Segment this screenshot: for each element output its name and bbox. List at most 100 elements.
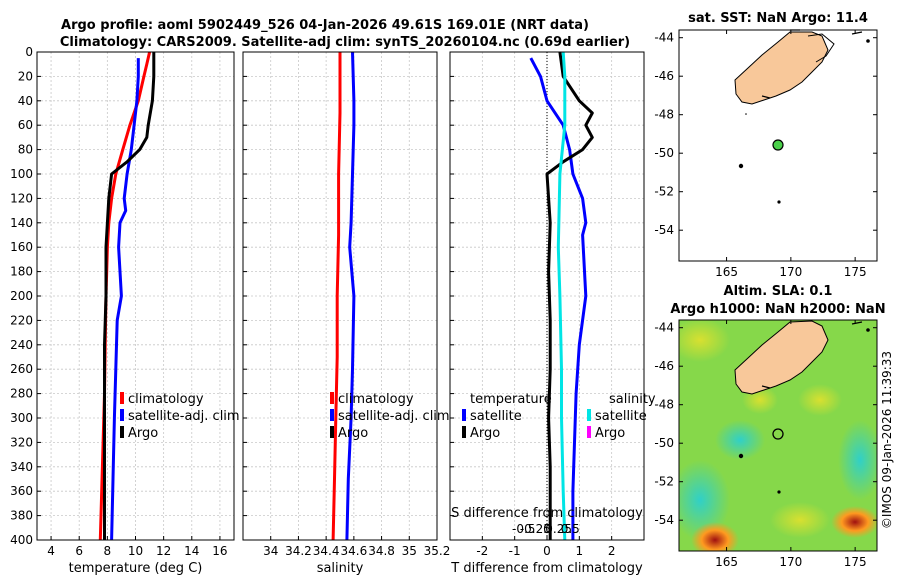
s-diff-tick-label: 0.5 (561, 522, 580, 536)
legend-label: climatology (128, 392, 204, 407)
x-tick-label: 2 (608, 544, 616, 558)
sla-island-dot (866, 328, 870, 332)
x-tick-label: 35 (402, 544, 417, 558)
x-tick-label: 16 (212, 544, 227, 558)
legend-label: Argo (128, 426, 158, 441)
legend-swatch (120, 426, 124, 438)
sst-sst-contour (807, 33, 835, 63)
x-tick-label: 10 (128, 544, 143, 558)
legend-swatch (462, 409, 466, 421)
legend-label: satellite-adj. clim (338, 409, 450, 424)
sla-map-title1: Altim. SLA: 0.1 (724, 284, 833, 299)
s-diff-tick-label: 0 (543, 522, 551, 536)
map-x-tick-label: 175 (844, 555, 867, 569)
s-diff-tick-label: 0.25 (545, 522, 572, 536)
legend-swatch (330, 409, 334, 421)
map-x-tick-label: 165 (715, 265, 738, 279)
series-line-climatology (331, 52, 342, 541)
s-diff-tick-label: -0.5 (512, 522, 535, 536)
x-tick-label: 34.4 (313, 544, 340, 558)
y-tick-label: 340 (10, 460, 33, 474)
sst-island-auckland (738, 163, 744, 169)
x-tick-label: 6 (75, 544, 83, 558)
y-tick-label: 100 (10, 167, 33, 181)
map-y-tick-label: -50 (654, 146, 674, 160)
legend-label: Argo (470, 426, 500, 441)
x-tick-label: 8 (104, 544, 112, 558)
y-tick-label: 300 (10, 411, 33, 425)
temperature-panel: 4 6 8 10 12 14 16 temperature (deg C) 0 20 40 60 80 1… (10, 45, 240, 576)
y-tick-label: 160 (10, 240, 33, 254)
x-tick-label: 34 (263, 544, 278, 558)
map-x-tick-label: 170 (779, 555, 802, 569)
map-y-tick-label: -46 (654, 359, 674, 373)
series-line-s-satellite (556, 51, 567, 541)
y-tick-label: 320 (10, 435, 33, 449)
map-y-tick-label: -48 (654, 398, 674, 412)
sla-land-south-island (734, 320, 829, 395)
sst-map-title: sat. SST: NaN Argo: 11.4 (688, 11, 868, 26)
x-tick-label: 34.8 (368, 544, 395, 558)
y-tick-label: 200 (10, 289, 33, 303)
legend-label: Argo (338, 426, 368, 441)
x-tick-label: 34.6 (340, 544, 367, 558)
legend-swatch (120, 392, 124, 404)
sla-island-auckland (738, 453, 744, 459)
map-y-tick-label: -52 (654, 475, 674, 489)
legend-swatch (462, 426, 466, 438)
legend-swatch (330, 392, 334, 404)
s-diff-tick-label: -0.25 (520, 522, 551, 536)
y-tick-label: 80 (18, 143, 33, 157)
map-y-tick-label: -48 (654, 108, 674, 122)
difference-panel: -2 -1 0 1 2 T difference from climatology temp… (449, 51, 656, 576)
watermark: ©IMOS 09-Jan-2026 11:39:33 (880, 351, 894, 529)
x-tick-label: 4 (47, 544, 55, 558)
legend-temperature-title: temperature (470, 392, 552, 407)
map-x-tick-label: 170 (779, 265, 802, 279)
map-y-tick-label: -54 (654, 223, 674, 237)
y-tick-label: 380 (10, 509, 33, 523)
map-x-tick-label: 165 (715, 555, 738, 569)
y-tick-label: 40 (18, 94, 33, 108)
legend-salinity-title: salinity (609, 392, 656, 407)
map-y-tick-label: -44 (654, 31, 674, 45)
y-tick-label: 180 (10, 265, 33, 279)
sst-map: sat. SST: NaN Argo: 11.4 165 170 175 -44 -46… (654, 11, 878, 279)
y-tick-label: 60 (18, 118, 33, 132)
title-line1: Argo profile: aoml 5902449_526 04-Jan-20… (61, 18, 589, 33)
sla-coast-islands (761, 321, 863, 389)
sst-coast-islands (761, 29, 863, 99)
series-line-satellite-adj-clim (345, 51, 356, 541)
x-tick-label: -2 (476, 544, 488, 558)
s-diff-axis-label: S difference from climatology (451, 506, 643, 521)
sla-map: Altim. SLA: 0.1 Argo h1000: NaN h2000: N… (654, 284, 885, 569)
y-tick-label: 400 (10, 533, 33, 547)
legend-label: climatology (338, 392, 414, 407)
legend-label: Argo (595, 426, 625, 441)
salinity-panel: 34 34.2 34.4 34.6 34.8 35 35.2 salinity climatol… (242, 51, 451, 576)
sla-island-campbell (777, 490, 781, 494)
y-tick-label: 260 (10, 362, 33, 376)
legend-label: satellite (595, 409, 647, 424)
x-axis-label: temperature (deg C) (69, 561, 203, 576)
map-y-tick-label: -44 (654, 321, 674, 335)
series-line-argo (103, 52, 156, 540)
x-tick-label: 34.2 (285, 544, 312, 558)
sla-argo-marker (772, 428, 784, 440)
legend-swatch (330, 426, 334, 438)
x-axis-label: salinity (317, 561, 364, 576)
y-tick-label: 360 (10, 484, 33, 498)
series-line-satellite-adj-clim (110, 58, 140, 541)
map-x-tick-label: 175 (844, 265, 867, 279)
y-tick-label: 120 (10, 191, 33, 205)
x-tick-label: 35.2 (424, 544, 451, 558)
title-line2: Climatology: CARS2009. Satellite-adj cli… (60, 35, 630, 50)
sst-land-south-island (734, 31, 829, 105)
y-tick-label: 280 (10, 387, 33, 401)
x-tick-label: -1 (509, 544, 521, 558)
y-tick-label: 140 (10, 216, 33, 230)
y-tick-label: 220 (10, 313, 33, 327)
sst-island-snares (745, 113, 747, 115)
sst-island-dot (866, 39, 870, 43)
